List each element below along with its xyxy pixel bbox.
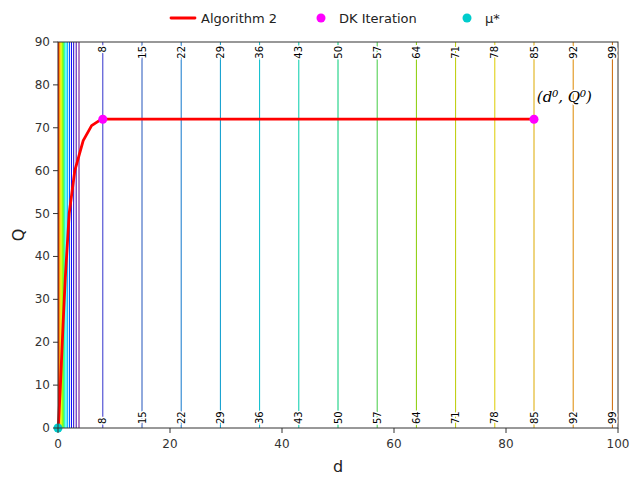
labeled-line — [494, 42, 495, 428]
legend-swatch — [317, 14, 326, 23]
labeled-line — [534, 42, 535, 428]
line-label-bottom: 99 — [607, 411, 618, 424]
y-tick-label: 50 — [35, 207, 50, 221]
dense-line — [76, 42, 77, 428]
line-label-bottom: 78 — [489, 411, 500, 424]
scatter-point — [98, 115, 107, 124]
line-label-bottom: 36 — [254, 411, 265, 424]
x-tick-label: 0 — [54, 437, 62, 451]
y-tick — [53, 127, 58, 128]
line-label-top: 43 — [293, 46, 304, 59]
labeled-line — [259, 42, 260, 428]
x-axis-label: d — [333, 457, 343, 476]
y-tick — [53, 42, 58, 43]
y-tick — [53, 84, 58, 85]
line-label-top: 57 — [372, 46, 383, 59]
x-tick — [506, 428, 507, 433]
line-label-bottom: 43 — [293, 411, 304, 424]
line-label-top: 92 — [568, 46, 579, 59]
y-tick-label: 80 — [35, 78, 50, 92]
y-tick-label: 40 — [35, 249, 50, 263]
line-label-bottom: 64 — [411, 411, 422, 424]
y-tick-label: 0 — [42, 421, 50, 435]
line-label-bottom: 22 — [176, 411, 187, 424]
labeled-line — [612, 42, 613, 428]
y-tick — [53, 213, 58, 214]
y-tick-label: 60 — [35, 164, 50, 178]
plot-frame — [58, 42, 618, 428]
labeled-line — [102, 42, 103, 428]
labeled-line — [416, 42, 417, 428]
line-label-top: 99 — [607, 46, 618, 59]
x-tick — [282, 428, 283, 433]
legend-label: Algorithm 2 — [201, 11, 277, 26]
line-label-top: 15 — [137, 46, 148, 59]
y-tick — [53, 170, 58, 171]
legend: Algorithm 2 DK Iteration μ* — [171, 11, 500, 26]
line-label-bottom: 8 — [97, 418, 108, 424]
chart: 0 20 40 60 80 100 0 10 20 30 40 50 60 70 80 90 8 8 15 15 22 2… — [0, 0, 638, 486]
line-label-bottom: 50 — [333, 411, 344, 424]
labeled-line — [181, 42, 182, 428]
line-label-top: 29 — [215, 46, 226, 59]
y-axis-label: Q — [9, 229, 28, 242]
line-label-top: 36 — [254, 46, 265, 59]
dense-line — [64, 42, 65, 428]
y-tick-label: 30 — [35, 292, 50, 306]
labeled-line — [338, 42, 339, 428]
x-tick-label: 80 — [498, 437, 513, 451]
y-tick — [53, 342, 58, 343]
y-tick — [53, 299, 58, 300]
x-tick — [394, 428, 395, 433]
line-label-bottom: 71 — [450, 411, 461, 424]
legend-swatch — [171, 17, 195, 20]
line-label-top: 64 — [411, 46, 422, 59]
dense-line — [73, 42, 74, 428]
x-tick — [58, 428, 59, 433]
x-tick-label: 40 — [274, 437, 289, 451]
dense-line — [59, 42, 60, 428]
labeled-line — [142, 42, 143, 428]
x-tick-label: 60 — [386, 437, 401, 451]
line-label-bottom: 15 — [137, 411, 148, 424]
plot-marks — [54, 42, 613, 433]
labeled-line — [298, 42, 299, 428]
labeled-line — [455, 42, 456, 428]
y-tick — [53, 428, 58, 429]
labeled-line — [377, 42, 378, 428]
x-tick-label: 20 — [162, 437, 177, 451]
annotation: (d⁰, Q⁰) — [537, 88, 592, 106]
plot-background — [58, 42, 618, 428]
line-label-bottom: 29 — [215, 411, 226, 424]
y-tick-label: 10 — [35, 378, 50, 392]
dense-line — [71, 42, 72, 428]
y-tick-label: 70 — [35, 121, 50, 135]
y-tick-label: 90 — [35, 35, 50, 49]
legend-swatch — [463, 14, 472, 23]
y-tick — [53, 385, 58, 386]
scatter-point — [530, 115, 539, 124]
line-label-top: 8 — [97, 46, 108, 52]
line-label-bottom: 92 — [568, 411, 579, 424]
legend-label: μ* — [485, 11, 500, 26]
x-tick — [618, 428, 619, 433]
line-label-top: 22 — [176, 46, 187, 59]
line-label-top: 78 — [489, 46, 500, 59]
legend-label: DK Iteration — [339, 11, 417, 26]
line-label-top: 50 — [333, 46, 344, 59]
line-label-top: 71 — [450, 46, 461, 59]
y-tick — [53, 256, 58, 257]
dense-line — [79, 42, 80, 428]
labeled-line — [220, 42, 221, 428]
line-label-bottom: 57 — [372, 411, 383, 424]
line-label-bottom: 85 — [529, 411, 540, 424]
dense-line — [63, 42, 64, 428]
series-line — [58, 119, 534, 428]
y-tick-label: 20 — [35, 335, 50, 349]
x-tick-label: 100 — [607, 437, 630, 451]
x-tick — [170, 428, 171, 433]
line-label-top: 85 — [529, 46, 540, 59]
dense-line — [66, 42, 67, 428]
